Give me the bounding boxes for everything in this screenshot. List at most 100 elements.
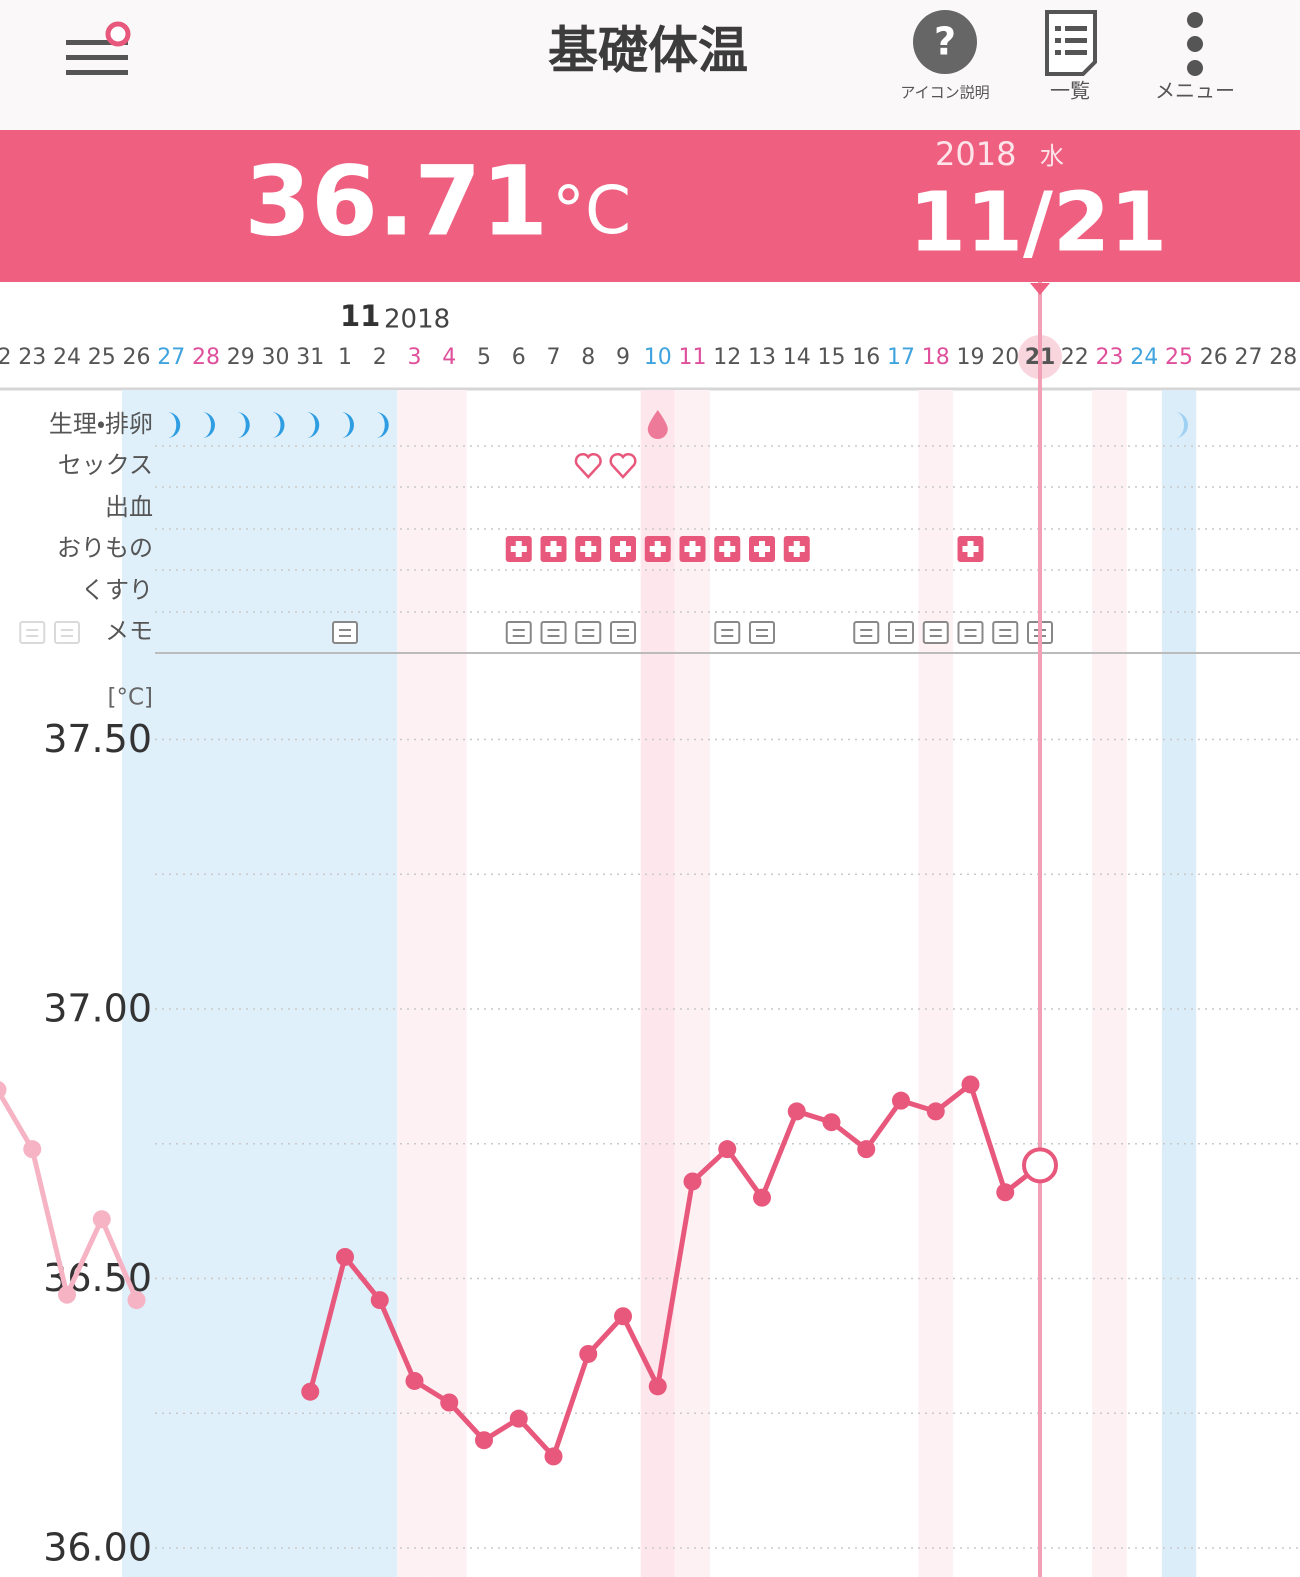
day-label: 23 [1096,345,1124,370]
temperature-point [579,1344,598,1363]
memo-lines [964,629,977,637]
period-icon [236,412,250,438]
day-label: 30 [262,345,290,370]
temperature-point [336,1247,354,1266]
y-tick-label: 37.50 [43,717,152,761]
temperature-point [892,1091,910,1110]
discharge-cross [545,541,562,557]
memo-lines [929,629,942,637]
temperature-point [509,1409,528,1428]
day-label: 26 [1200,345,1228,370]
memo-lines [512,629,525,637]
help-icon: ? [934,20,956,64]
temperature-point [301,1382,320,1401]
temperature-point [648,1377,667,1396]
day-label: 27 [157,345,185,370]
period-icon [306,412,320,438]
temperature-point [544,1447,563,1466]
temperature-point [440,1393,459,1412]
period-icon [341,412,354,438]
sex-icon [609,452,637,479]
list-button[interactable]: 一覧 [1045,10,1097,103]
selected-point [1022,1147,1058,1184]
row-label: 出血 [105,493,153,521]
row-label: くすり [81,576,153,604]
day-label: 22 [1061,345,1089,370]
weekday: 水 [1040,142,1064,170]
y-unit: [°C] [107,685,153,711]
day-label: 2 [373,345,387,370]
memo-lines [26,629,39,637]
summary-banner [0,130,1300,282]
temperature-unit: °C [552,172,631,249]
period-band [122,390,397,1577]
day-label: 17 [887,345,915,370]
temperature-point [787,1102,806,1121]
day-label: 25 [88,345,116,370]
memo-icon [540,621,567,644]
day-label: 29 [227,345,255,370]
memo-lines [547,629,560,637]
calendar-year: 2018 [384,305,450,335]
sex-icon [574,452,602,479]
menu-button[interactable] [66,21,131,75]
memo-icon [610,621,636,644]
help-button[interactable]: ? アイコン説明 [900,10,990,102]
y-tick-label: 36.00 [43,1526,152,1570]
background-bands: 2223242526272829303112345678910111213141… [0,335,1297,1577]
memo-icon [714,621,741,644]
temperature-point [0,1081,7,1099]
temperature-point [475,1431,493,1450]
day-label: 4 [442,345,456,370]
row-label: おりもの [57,534,153,562]
memo-lines [756,629,768,637]
day-label: 6 [512,345,526,370]
memo-lines [339,629,351,637]
day-label: 10 [644,345,672,370]
discharge-cross [580,541,597,557]
selected-day-pointer [1030,283,1050,295]
day-label: 24 [1130,345,1158,370]
day-label: 24 [53,345,81,370]
memo-icon [922,621,949,644]
day-label: 11 [679,345,707,370]
day-label: 23 [18,345,46,370]
holiday-band [1092,390,1127,1577]
day-label: 16 [852,345,880,370]
more-button[interactable]: メニュー [1155,12,1235,103]
memo-icon [957,621,984,644]
memo-lines [860,629,873,637]
day-label: 7 [547,345,561,370]
day-label: 20 [991,345,1019,370]
day-label: 13 [748,345,776,370]
day-label: 8 [581,345,595,370]
temperature-point [718,1140,737,1159]
temperature-point [405,1371,424,1390]
memo-icon [505,621,532,644]
period-icon [271,412,285,438]
row-label: セックス [58,451,153,479]
memo-lines [999,629,1012,637]
discharge-cross [649,541,666,557]
day-label: 5 [477,345,491,370]
row-label: 生理・排卵 [49,410,153,438]
day-label: 19 [957,345,985,370]
temperature-point [961,1075,980,1094]
ovulation-band [640,390,675,1577]
memo-icon [749,621,775,644]
button-label: メニュー [1155,79,1235,103]
temperature-point [822,1113,841,1132]
temperature-point [753,1188,771,1207]
day-label: 18 [922,345,950,370]
period-icon [1175,412,1188,438]
calendar-strip [0,282,1300,388]
discharge-cross [719,541,736,557]
temperature-point [92,1210,111,1229]
temperature-point [58,1285,76,1304]
discharge-cross [684,541,701,557]
discharge-cross [510,541,527,557]
day-label: 28 [1269,345,1297,370]
day-label: 9 [616,345,630,370]
